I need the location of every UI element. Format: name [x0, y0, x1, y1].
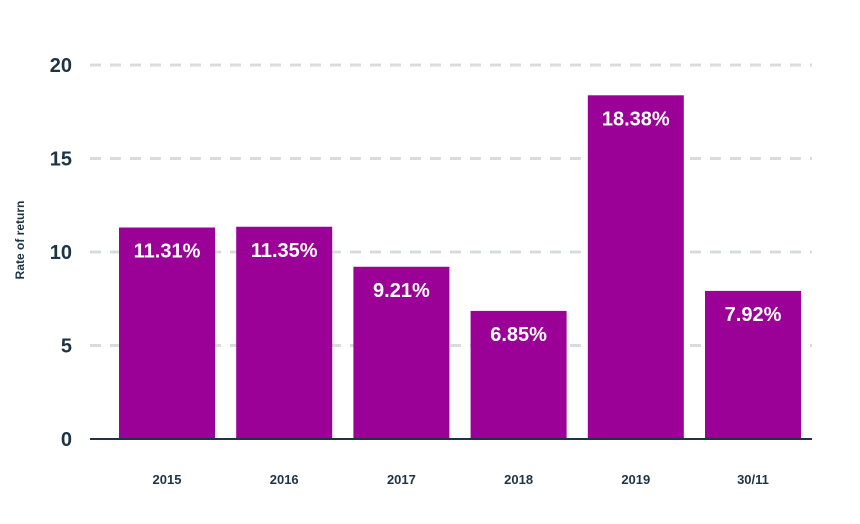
- x-tick-label: 2015: [153, 472, 182, 487]
- x-tick-label: 2016: [270, 472, 299, 487]
- bar: [119, 227, 215, 439]
- x-tick-label: 2017: [387, 472, 416, 487]
- bars: [119, 95, 801, 439]
- bar-value-label: 11.31%: [134, 241, 201, 263]
- y-tick-label: 20: [50, 55, 72, 77]
- y-tick-label: 5: [61, 336, 72, 358]
- bar-value-label: 9.21%: [373, 280, 430, 302]
- y-tick-label: 0: [61, 429, 72, 451]
- bar-value-label: 18.38%: [602, 108, 670, 130]
- x-tick-label: 2019: [621, 472, 650, 487]
- y-tick-labels: 0 5 10 15 20: [50, 55, 72, 451]
- x-tick-labels: 2015 2016 2017 2018 2019 30/11: [153, 472, 769, 487]
- x-tick-label: 30/11: [737, 472, 769, 487]
- x-tick-label: 2018: [504, 472, 533, 487]
- y-tick-label: 10: [50, 242, 72, 264]
- y-axis-label: Rate of return: [13, 201, 27, 280]
- bar: [353, 266, 450, 439]
- bar-value-label: 6.85%: [490, 324, 547, 346]
- y-tick-label: 15: [50, 149, 72, 171]
- bar-value-label: 7.92%: [725, 304, 782, 326]
- bar: [236, 226, 333, 439]
- bar: [587, 95, 684, 439]
- bar: [705, 290, 801, 439]
- bar: [470, 310, 567, 439]
- bar-value-label: 11.35%: [251, 240, 318, 262]
- data-labels: 11.31% 11.35% 9.21% 6.85% 18.38% 7.92%: [134, 108, 782, 346]
